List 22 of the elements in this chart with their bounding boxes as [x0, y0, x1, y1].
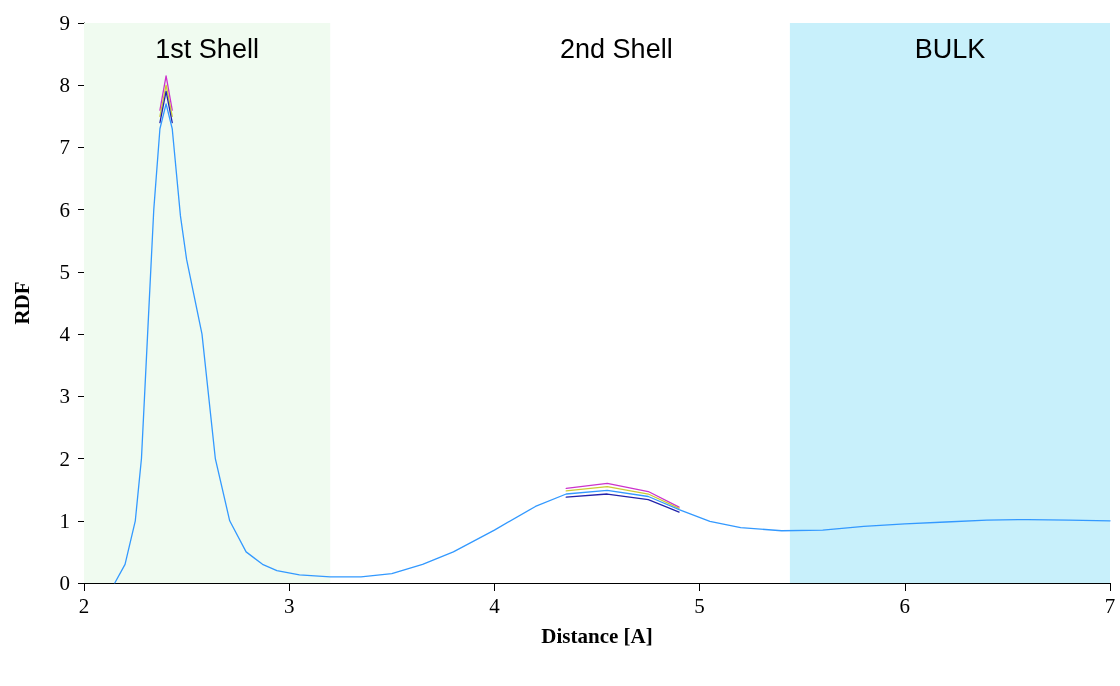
y-tick-label: 2 — [59, 446, 70, 471]
band-label: BULK — [914, 33, 986, 64]
y-tick-label: 5 — [59, 259, 70, 284]
line-series — [114, 103, 1111, 584]
x-axis-title: Distance [A] — [541, 623, 653, 648]
y-axis-title: RDF — [9, 281, 34, 325]
x-tick-label: 7 — [1104, 593, 1116, 618]
x-tick-label: 3 — [283, 593, 295, 618]
x-tick-label: 4 — [489, 593, 501, 618]
x-tick-label: 6 — [899, 593, 911, 618]
y-tick-label: 7 — [59, 135, 70, 160]
y-tick-label: 9 — [59, 11, 70, 35]
y-tick-label: 4 — [59, 322, 71, 347]
y-tick-label: 8 — [59, 73, 70, 98]
y-tick-label: 6 — [59, 197, 70, 222]
band-label: 1st Shell — [155, 33, 259, 64]
x-tick-label: 5 — [694, 593, 705, 618]
y-tick-label: 1 — [59, 508, 70, 533]
annotation: 2nd Shell — [560, 33, 673, 64]
y-tick-label: 0 — [59, 571, 70, 595]
x-tick-label: 2 — [78, 593, 90, 618]
y-tick-label: 3 — [59, 384, 70, 409]
